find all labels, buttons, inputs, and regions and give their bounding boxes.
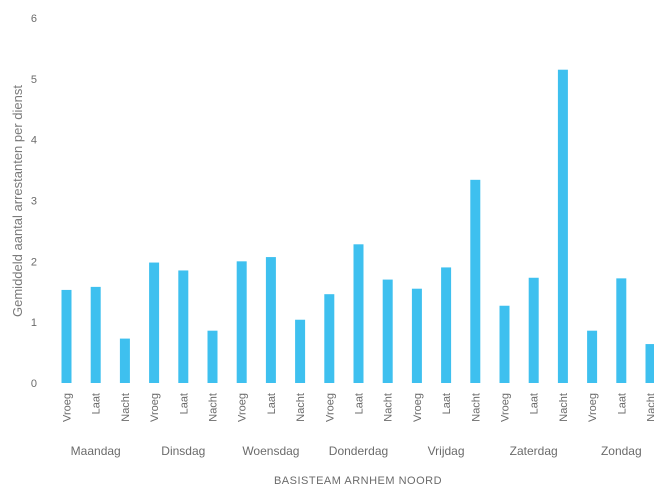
bar [353,244,364,383]
shift-label: Nacht [208,393,220,422]
y-tick-label: 1 [31,317,37,329]
shift-label: Vroeg [500,393,512,422]
bar [119,338,130,383]
shift-label: Laat [616,393,628,414]
shift-label: Nacht [120,393,132,422]
shift-label: Vroeg [324,393,336,422]
shift-label: Nacht [383,393,395,422]
bar [587,330,598,383]
bar [645,344,654,383]
shift-label: Vroeg [237,393,249,422]
bar [616,278,627,383]
bar [207,330,218,383]
bar [411,288,422,383]
y-tick-label: 0 [31,378,37,390]
day-label: Donderdag [329,444,388,458]
shift-label: Laat [178,393,190,414]
day-label: Maandag [71,444,121,458]
bar [178,270,189,383]
y-tick-label: 2 [31,256,37,268]
bars [61,69,654,383]
bar [236,261,247,383]
day-label: Zaterdag [510,444,558,458]
bar [265,257,276,383]
y-tick-label: 4 [31,135,37,147]
day-label: Zondag [601,444,642,458]
y-axis-label: Gemiddeld aantal arrestanten per dienst [10,85,25,317]
shift-label: Laat [441,393,453,414]
shift-label: Vroeg [587,393,599,422]
shift-labels: Vroeg Laat Nacht Vroeg Laat Nacht Vroeg Laat Nac… [62,393,654,422]
bar [528,277,539,383]
shift-label: Vroeg [62,393,74,422]
y-tick-label: 5 [31,74,37,86]
bar [382,279,393,383]
y-tick-label: 3 [31,196,37,208]
shift-label: Laat [266,393,278,414]
shift-label: Laat [354,393,366,414]
bar [90,286,101,383]
y-tick-label: 6 [31,13,37,25]
shift-label: Nacht [470,393,482,422]
shift-label: Laat [529,393,541,414]
bar [499,305,510,383]
shift-label: Vroeg [412,393,424,422]
bar [441,267,452,383]
bar [557,69,568,383]
shift-label: Nacht [646,393,654,422]
bar [295,319,306,383]
bar [470,179,481,383]
bar [61,289,72,383]
day-label: Woensdag [242,444,299,458]
day-label: Vrijdag [428,444,465,458]
x-axis-label: BASISTEAM ARNHEM NOORD [274,475,442,487]
day-labels: Maandag Dinsdag Woensdag Donderdag Vrijdag Za… [71,444,642,458]
shift-label: Vroeg [149,393,161,422]
day-label: Dinsdag [161,444,205,458]
bar [149,262,160,383]
y-axis-ticks: 0 1 2 3 4 5 6 [31,13,37,390]
shift-label: Nacht [558,393,570,422]
bar [324,294,335,383]
shift-label: Laat [91,393,103,414]
shift-label: Nacht [295,393,307,422]
